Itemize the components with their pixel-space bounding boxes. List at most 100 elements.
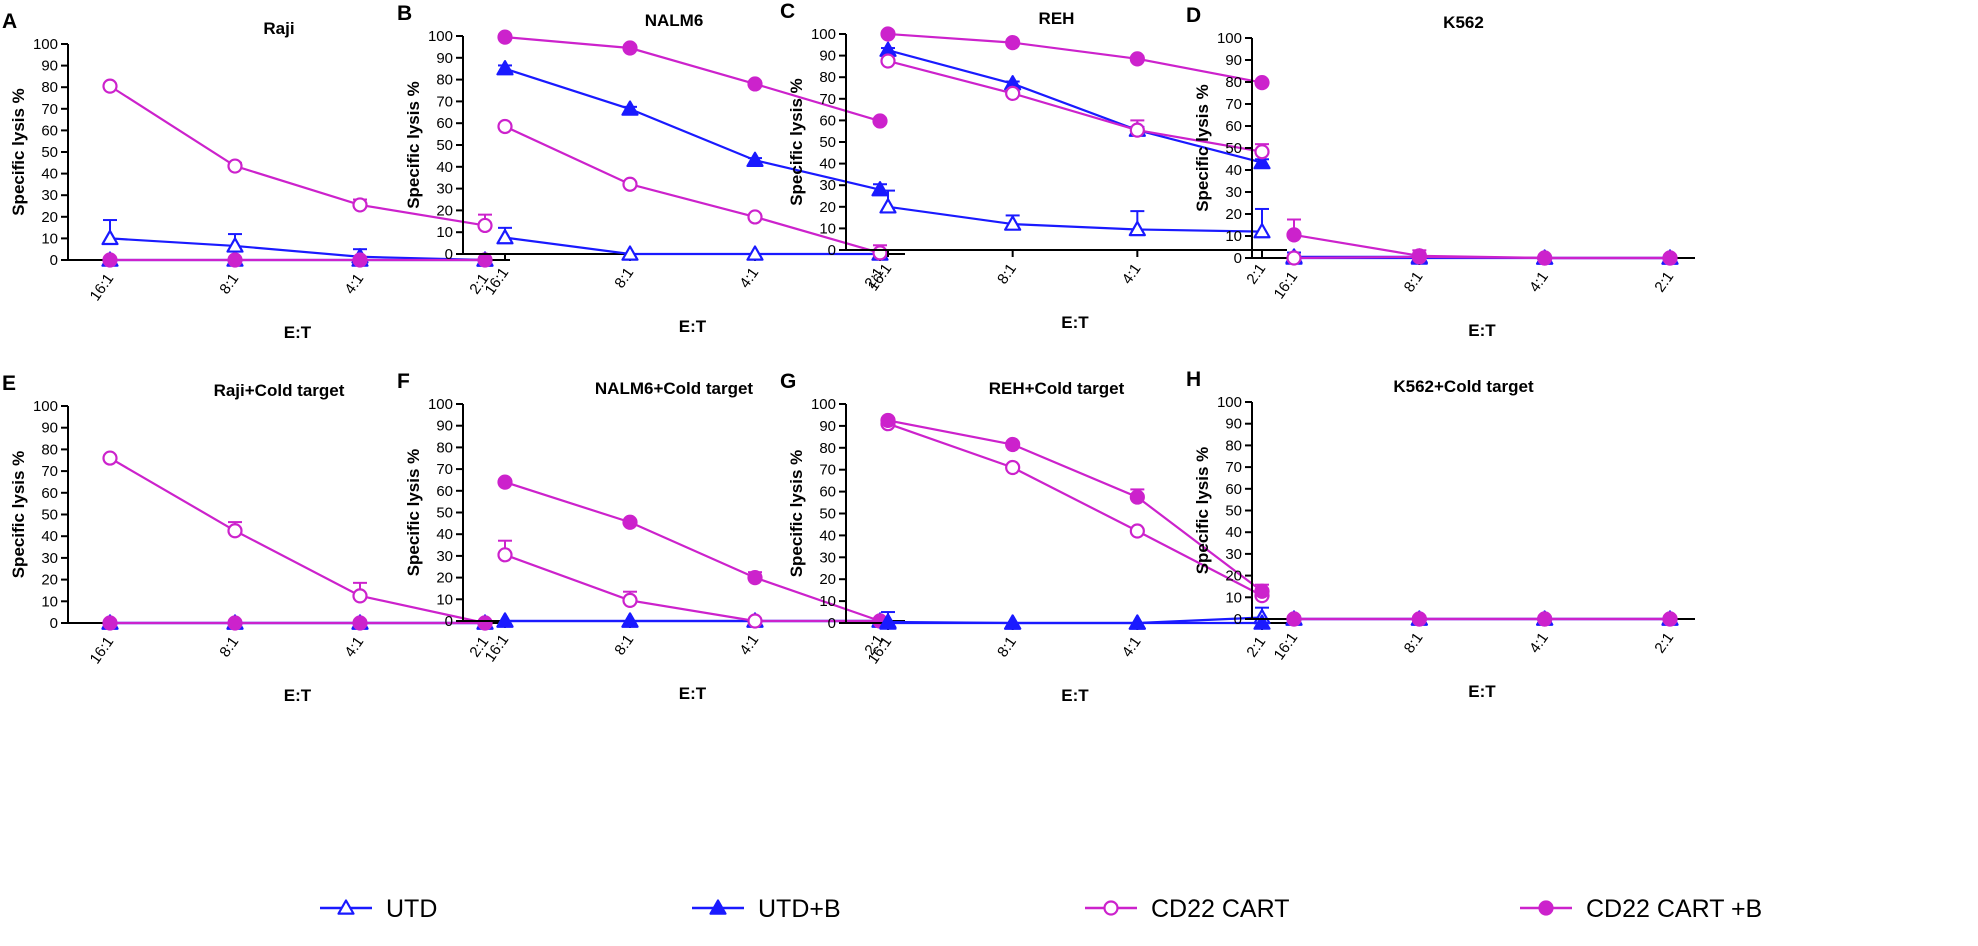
y-tick-label: 90	[41, 58, 58, 75]
x-axis-label: E:T	[679, 684, 707, 703]
y-tick-label: 100	[428, 396, 453, 413]
y-tick-label: 90	[436, 418, 453, 435]
panel-letter: E	[2, 372, 16, 395]
series-cd22-cart-b	[1286, 218, 1678, 266]
y-tick-label: 50	[41, 507, 58, 524]
series-cd22-cart-b	[880, 412, 1270, 599]
legend-marker	[337, 899, 355, 915]
y-tick-label: 30	[436, 181, 453, 198]
y-tick-label: 80	[436, 439, 453, 456]
data-point	[1005, 85, 1021, 102]
y-tick-label: 80	[819, 69, 836, 86]
data-point	[477, 217, 493, 234]
panel-title: NALM6	[645, 11, 704, 30]
panel-f: F NALM6+Cold target0102030405060708090100…	[397, 370, 905, 703]
y-tick-label: 10	[41, 230, 58, 247]
y-tick-label: 0	[828, 615, 836, 632]
series-line	[504, 67, 881, 191]
data-point	[227, 158, 243, 174]
series-utd-b	[496, 60, 889, 197]
series-line	[504, 236, 880, 256]
y-tick-label: 70	[436, 461, 453, 478]
series-line	[109, 457, 486, 625]
data-point	[621, 612, 639, 628]
legend-item: CD22 CART	[1085, 895, 1289, 923]
y-axis-label: Specific lysis %	[9, 88, 28, 216]
y-tick-label: 40	[41, 166, 58, 183]
y-tick-label: 80	[819, 440, 836, 457]
y-tick-label: 10	[41, 593, 58, 610]
legend-label: CD22 CART +B	[1586, 895, 1762, 923]
x-tick-label: 4:1	[1526, 630, 1552, 657]
legend-item: CD22 CART +B	[1520, 895, 1762, 923]
x-tick-label: 4:1	[1526, 269, 1552, 296]
y-tick-label: 50	[41, 144, 58, 161]
y-tick-label: 80	[41, 441, 58, 458]
data-point	[1286, 250, 1302, 266]
y-tick-label: 20	[41, 209, 58, 226]
y-tick-label: 40	[1225, 162, 1242, 179]
y-tick-label: 40	[819, 527, 836, 544]
panel-title: Raji	[263, 19, 294, 38]
x-axis-label: E:T	[284, 323, 312, 342]
x-axis-label: E:T	[1468, 682, 1496, 701]
data-point	[477, 252, 493, 268]
series-cd22-cart	[497, 118, 888, 261]
data-point	[1005, 459, 1021, 476]
data-point	[227, 523, 243, 539]
panel-title: K562+Cold target	[1393, 377, 1534, 396]
y-tick-label: 100	[811, 26, 836, 43]
y-tick-label: 20	[436, 570, 453, 587]
data-point	[880, 26, 896, 42]
data-point	[1254, 74, 1270, 91]
series-line	[504, 553, 880, 623]
panel-letter: B	[397, 2, 412, 25]
y-tick-label: 30	[1225, 546, 1242, 563]
data-point	[879, 198, 897, 214]
data-point	[352, 252, 368, 268]
y-tick-label: 70	[819, 462, 836, 479]
series-line	[887, 205, 1263, 233]
y-tick-label: 60	[436, 115, 453, 132]
y-tick-label: 30	[41, 187, 58, 204]
data-point	[622, 514, 638, 530]
y-tick-label: 70	[41, 463, 58, 480]
data-point	[1411, 611, 1427, 627]
data-point	[747, 76, 763, 92]
series-line	[109, 237, 486, 262]
x-tick-label: 8:1	[611, 265, 637, 292]
series-line	[504, 481, 881, 623]
data-point	[746, 151, 764, 167]
y-tick-label: 70	[1225, 96, 1242, 113]
data-point	[352, 588, 368, 604]
y-tick-label: 50	[1225, 503, 1242, 520]
data-point	[227, 615, 243, 631]
x-tick-label: 4:1	[1119, 261, 1145, 288]
data-point	[1004, 614, 1022, 630]
y-tick-label: 30	[41, 550, 58, 567]
y-tick-label: 70	[436, 93, 453, 110]
data-point	[496, 229, 514, 245]
x-tick-label: 2:1	[1243, 261, 1269, 288]
series-utd	[879, 189, 1271, 239]
y-tick-label: 10	[819, 220, 836, 237]
data-point	[102, 78, 118, 94]
data-point	[497, 118, 513, 135]
data-point	[102, 252, 118, 268]
series-line	[887, 32, 1263, 84]
y-tick-label: 40	[436, 159, 453, 176]
x-tick-label: 16:1	[87, 634, 118, 668]
series-line	[887, 422, 1263, 597]
data-point	[879, 614, 897, 630]
y-tick-label: 10	[1225, 228, 1242, 245]
y-tick-label: 80	[436, 72, 453, 89]
y-axis-label: Specific lysis %	[787, 450, 806, 578]
x-tick-label: 4:1	[736, 265, 762, 292]
y-tick-label: 30	[436, 548, 453, 565]
panel-title: NALM6+Cold target	[595, 379, 754, 398]
series-cd22-cart	[102, 78, 493, 234]
data-point	[352, 615, 368, 631]
legend-label: UTD	[386, 895, 437, 923]
